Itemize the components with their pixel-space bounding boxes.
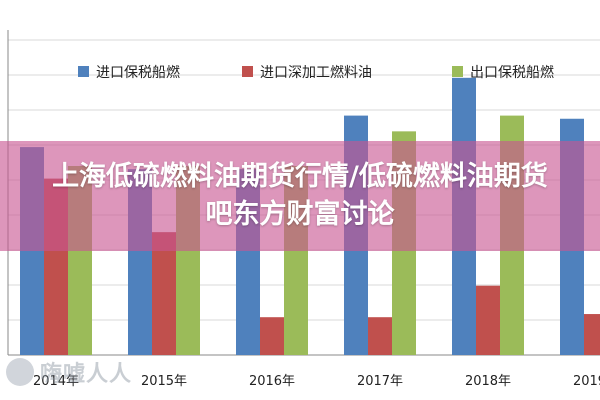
legend-swatch bbox=[78, 66, 89, 77]
x-tick-label: 2014年 bbox=[33, 374, 79, 389]
bar-2-2 bbox=[152, 232, 176, 355]
bar-2-5 bbox=[476, 285, 500, 355]
legend-label: 进口保税船燃 bbox=[96, 64, 180, 81]
page-title: 上海低硫燃料油期货行情/低硫燃料油期货吧东方财富讨论 bbox=[52, 161, 548, 230]
legend-swatch bbox=[242, 66, 253, 77]
bar-2-6 bbox=[584, 314, 600, 355]
bar-2-4 bbox=[368, 317, 392, 355]
title-banner: 上海低硫燃料油期货行情/低硫燃料油期货吧东方财富讨论 bbox=[0, 141, 600, 251]
x-tick-label: 2016年 bbox=[249, 374, 295, 389]
legend-label: 进口深加工燃料油 bbox=[260, 64, 372, 81]
legend-label: 出口保税船燃 bbox=[470, 64, 554, 81]
watermark-text: 嗨嘘人人 bbox=[40, 362, 133, 387]
x-tick-label: 2019年 bbox=[573, 374, 600, 389]
x-tick-label: 2015年 bbox=[141, 374, 187, 389]
watermark-logo-icon bbox=[6, 358, 34, 386]
legend-swatch bbox=[452, 66, 463, 77]
bar-2-3 bbox=[260, 317, 284, 355]
x-tick-label: 2018年 bbox=[465, 374, 511, 389]
watermark: 嗨嘘人人 bbox=[0, 352, 140, 392]
x-axis: 2014年 2015年 2016年 2017年 2018年 2019年 bbox=[33, 374, 600, 389]
legend: 进口保税船燃 进口深加工燃料油 出口保税船燃 bbox=[78, 64, 554, 81]
x-tick-label: 2017年 bbox=[357, 374, 403, 389]
